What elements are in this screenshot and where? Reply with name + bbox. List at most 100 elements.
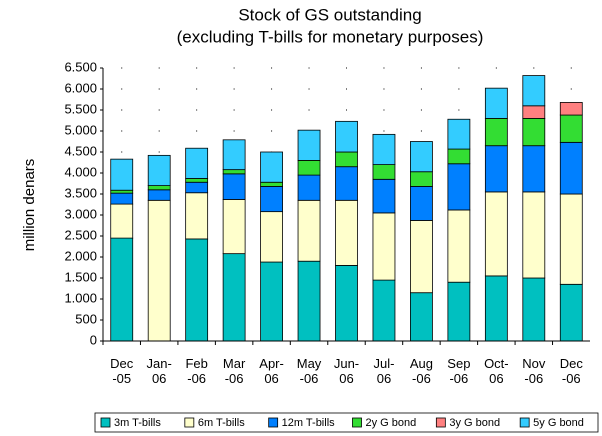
y-tick-label: 0 <box>90 332 97 347</box>
bar-segment <box>372 178 396 214</box>
y-tick-label: 1.000 <box>64 290 97 305</box>
bar-segment <box>147 154 171 187</box>
bar-segment <box>260 186 283 213</box>
bar-segment <box>484 145 508 193</box>
bar-segment <box>297 199 321 262</box>
bar-segment <box>335 264 358 342</box>
x-tick-label: Jun- 06 <box>333 356 360 386</box>
y-tick-label: 1.500 <box>64 269 97 284</box>
legend-label: 3y G bond <box>449 417 500 429</box>
bar-segment <box>559 193 583 285</box>
bar-segment <box>297 129 321 161</box>
bar-segment <box>522 145 546 193</box>
bar-segment <box>372 164 396 180</box>
bar-segment <box>559 114 583 143</box>
bar-segment <box>559 102 583 116</box>
bar-segment <box>222 169 246 175</box>
x-tick-label: Dec -05 <box>110 356 134 386</box>
x-tick-label: Aug -06 <box>409 356 433 386</box>
bar-segment <box>410 141 433 173</box>
legend-label: 3m T-bills <box>114 417 161 429</box>
x-tick-label: Feb -06 <box>185 356 208 386</box>
x-tick-label: Jul- 06 <box>373 356 395 386</box>
bar-segment <box>185 238 209 342</box>
bar-segment <box>297 159 321 176</box>
x-tick-label: May -06 <box>296 356 322 386</box>
bar-segment <box>522 191 546 279</box>
bar-segment <box>185 181 209 194</box>
y-tick-label: 4.500 <box>64 143 97 158</box>
bar-segment <box>372 212 396 281</box>
legend-swatch <box>519 417 530 428</box>
bar-segment <box>185 192 209 240</box>
y-tick-label: 2.500 <box>64 227 97 242</box>
legend-swatch <box>352 417 362 428</box>
y-tick-label: 6.000 <box>64 80 97 95</box>
legend-swatch <box>268 417 279 428</box>
bar-segment <box>260 181 283 187</box>
bar-segment <box>335 120 358 153</box>
bar-segment <box>410 292 433 342</box>
x-tick-label: Nov -06 <box>522 356 546 386</box>
bar-segment <box>110 189 134 194</box>
y-axis-label: million denars <box>21 159 38 252</box>
bar-segment <box>484 275 508 342</box>
bar-segment <box>335 199 358 266</box>
bar-segment <box>222 173 246 200</box>
legend-label: 12m T-bills <box>282 417 335 429</box>
bar-segment <box>222 199 246 255</box>
bar-segment <box>297 174 321 201</box>
bar-segment <box>447 163 471 211</box>
bar-segment <box>110 237 134 342</box>
bar-segment <box>335 151 358 168</box>
bar-segment <box>522 105 546 119</box>
chart-title: Stock of GS outstanding <box>238 5 421 24</box>
y-tick-label: 3.000 <box>64 206 97 221</box>
bar-segment <box>484 87 508 119</box>
y-tick-label: 6.500 <box>64 59 97 74</box>
bar-segment <box>260 261 283 342</box>
x-tick-label: Jan- 06 <box>146 356 172 386</box>
bar-segment <box>147 185 171 191</box>
bar-segment <box>372 279 396 342</box>
y-tick-label: 4.000 <box>64 164 97 179</box>
bar-segment <box>222 139 246 171</box>
y-tick-label: 5.500 <box>64 101 97 116</box>
chart-subtitle: (excluding T-bills for monetary purposes… <box>177 27 484 46</box>
bar-segment <box>335 166 358 201</box>
bar-segment <box>185 178 209 183</box>
bar-segment <box>522 75 546 107</box>
bar-segment <box>447 148 471 165</box>
bar-segment <box>260 211 283 263</box>
bar-segment <box>559 283 583 342</box>
bar-segment <box>447 209 471 283</box>
legend-swatch <box>184 417 195 428</box>
legend-label: 2y G bond <box>366 417 417 429</box>
bar-segment <box>410 171 433 187</box>
bar-segment <box>260 151 283 183</box>
y-tick-label: 5.000 <box>64 122 97 137</box>
bar-segment <box>484 118 508 147</box>
bar-segment <box>110 203 134 239</box>
bar-segment <box>147 189 171 201</box>
y-tick-label: 3.500 <box>64 185 97 200</box>
legend-label: 6m T-bills <box>198 417 245 429</box>
x-tick-label: Sep -06 <box>447 356 471 386</box>
bar-segment <box>484 191 508 277</box>
bar-segment <box>522 118 546 147</box>
bar-segment <box>410 220 433 294</box>
bar-segment <box>110 158 134 191</box>
legend-label: 5y G bond <box>533 417 584 429</box>
bar-segment <box>110 192 134 205</box>
bar-segment <box>147 199 171 342</box>
bar-segment <box>185 147 209 179</box>
y-tick-label: 500 <box>75 311 97 326</box>
legend-swatch <box>100 417 111 428</box>
y-tick-label: 2.000 <box>64 248 97 263</box>
bar-segment <box>222 253 246 342</box>
x-tick-label: Dec -06 <box>559 356 583 386</box>
bar-segment <box>447 281 471 342</box>
bar-segment <box>372 133 396 166</box>
x-tick-label: Mar -06 <box>222 356 246 386</box>
